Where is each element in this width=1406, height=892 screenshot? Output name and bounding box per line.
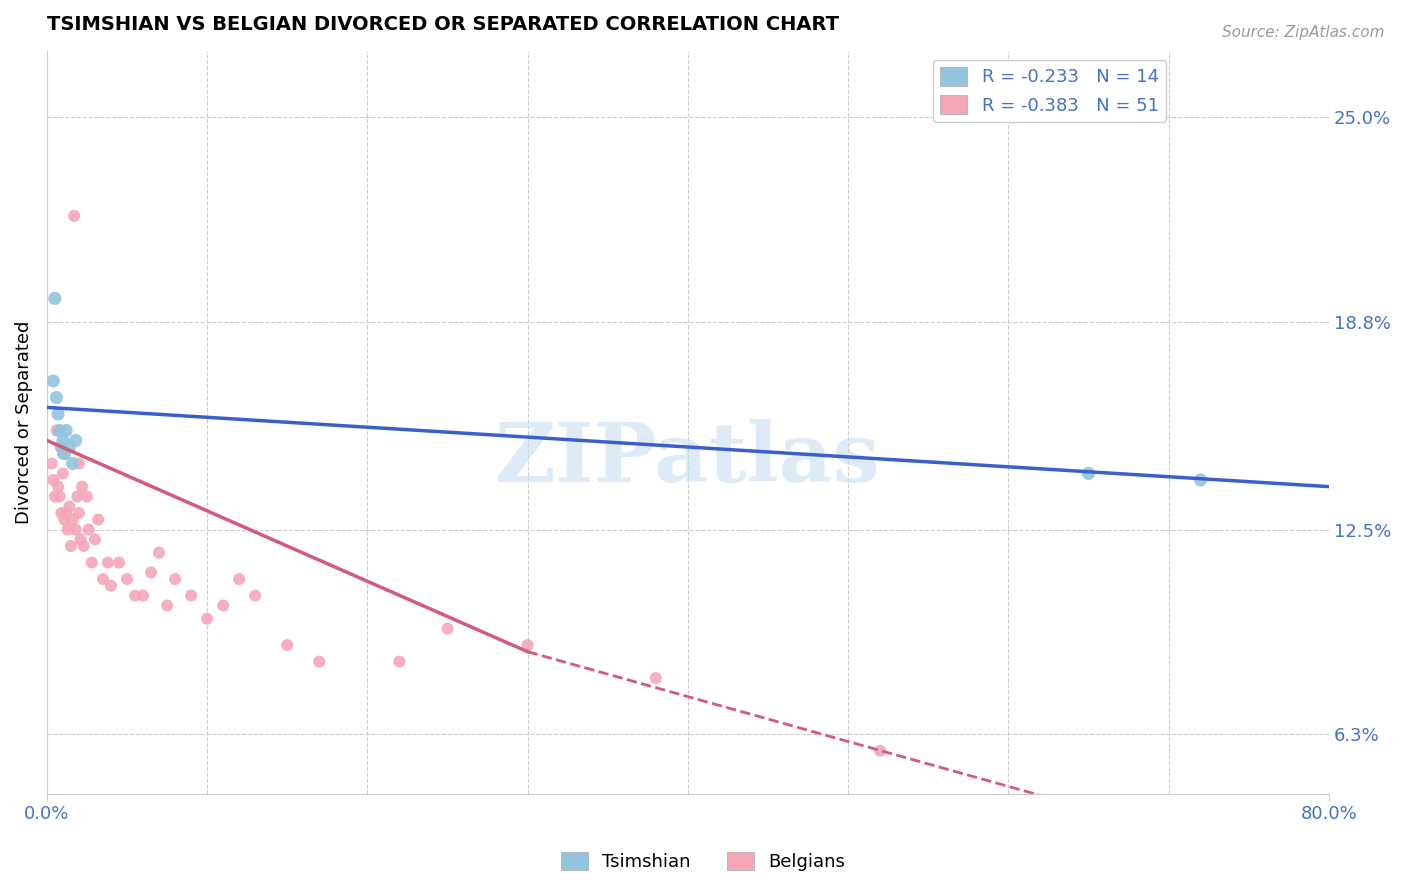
Point: [45, 391, 67, 405]
Y-axis label: Divorced or Separated: Divorced or Separated: [15, 320, 32, 524]
Point: [41, 457, 63, 471]
Point: [42, 374, 65, 388]
Point: [212, 599, 235, 613]
Point: [44, 490, 66, 504]
Legend: R = -0.233   N = 14, R = -0.383   N = 51: R = -0.233 N = 14, R = -0.383 N = 51: [934, 60, 1166, 122]
Point: [62, 457, 84, 471]
Point: [87, 513, 110, 527]
Point: [276, 638, 298, 652]
Point: [84, 533, 107, 547]
Point: [65, 434, 87, 448]
Point: [869, 744, 891, 758]
Point: [55, 506, 77, 520]
Point: [644, 671, 666, 685]
Point: [52, 447, 75, 461]
Point: [115, 572, 138, 586]
Point: [56, 523, 79, 537]
Point: [308, 655, 330, 669]
Point: [58, 440, 80, 454]
Point: [48, 490, 70, 504]
Point: [195, 612, 218, 626]
Point: [52, 467, 75, 481]
Point: [97, 556, 120, 570]
Point: [165, 572, 187, 586]
Point: [100, 579, 122, 593]
Point: [245, 589, 267, 603]
Point: [58, 500, 80, 514]
Point: [46, 407, 69, 421]
Point: [62, 513, 84, 527]
Point: [46, 480, 69, 494]
Text: ZIPatlas: ZIPatlas: [495, 419, 880, 500]
Point: [228, 572, 250, 586]
Point: [180, 589, 202, 603]
Legend: Tsimshian, Belgians: Tsimshian, Belgians: [554, 845, 852, 879]
Point: [59, 539, 82, 553]
Point: [53, 447, 76, 461]
Point: [73, 539, 96, 553]
Point: [108, 556, 131, 570]
Point: [139, 566, 162, 580]
Point: [67, 506, 90, 520]
Point: [70, 480, 93, 494]
Point: [516, 638, 538, 652]
Point: [48, 424, 70, 438]
Point: [67, 457, 90, 471]
Point: [51, 440, 73, 454]
Point: [53, 513, 76, 527]
Point: [55, 424, 77, 438]
Point: [45, 424, 67, 438]
Point: [1077, 467, 1099, 481]
Point: [63, 209, 86, 223]
Point: [76, 490, 98, 504]
Point: [66, 490, 89, 504]
Point: [436, 622, 458, 636]
Point: [80, 556, 103, 570]
Point: [65, 523, 87, 537]
Point: [52, 434, 75, 448]
Point: [388, 655, 411, 669]
Point: [132, 589, 155, 603]
Point: [44, 292, 66, 306]
Point: [124, 589, 146, 603]
Point: [51, 506, 73, 520]
Point: [148, 546, 170, 560]
Point: [91, 572, 114, 586]
Point: [42, 473, 65, 487]
Point: [77, 523, 100, 537]
Point: [1189, 473, 1212, 487]
Text: TSIMSHIAN VS BELGIAN DIVORCED OR SEPARATED CORRELATION CHART: TSIMSHIAN VS BELGIAN DIVORCED OR SEPARAT…: [46, 15, 839, 34]
Point: [69, 533, 91, 547]
Point: [156, 599, 179, 613]
Text: Source: ZipAtlas.com: Source: ZipAtlas.com: [1222, 25, 1385, 40]
